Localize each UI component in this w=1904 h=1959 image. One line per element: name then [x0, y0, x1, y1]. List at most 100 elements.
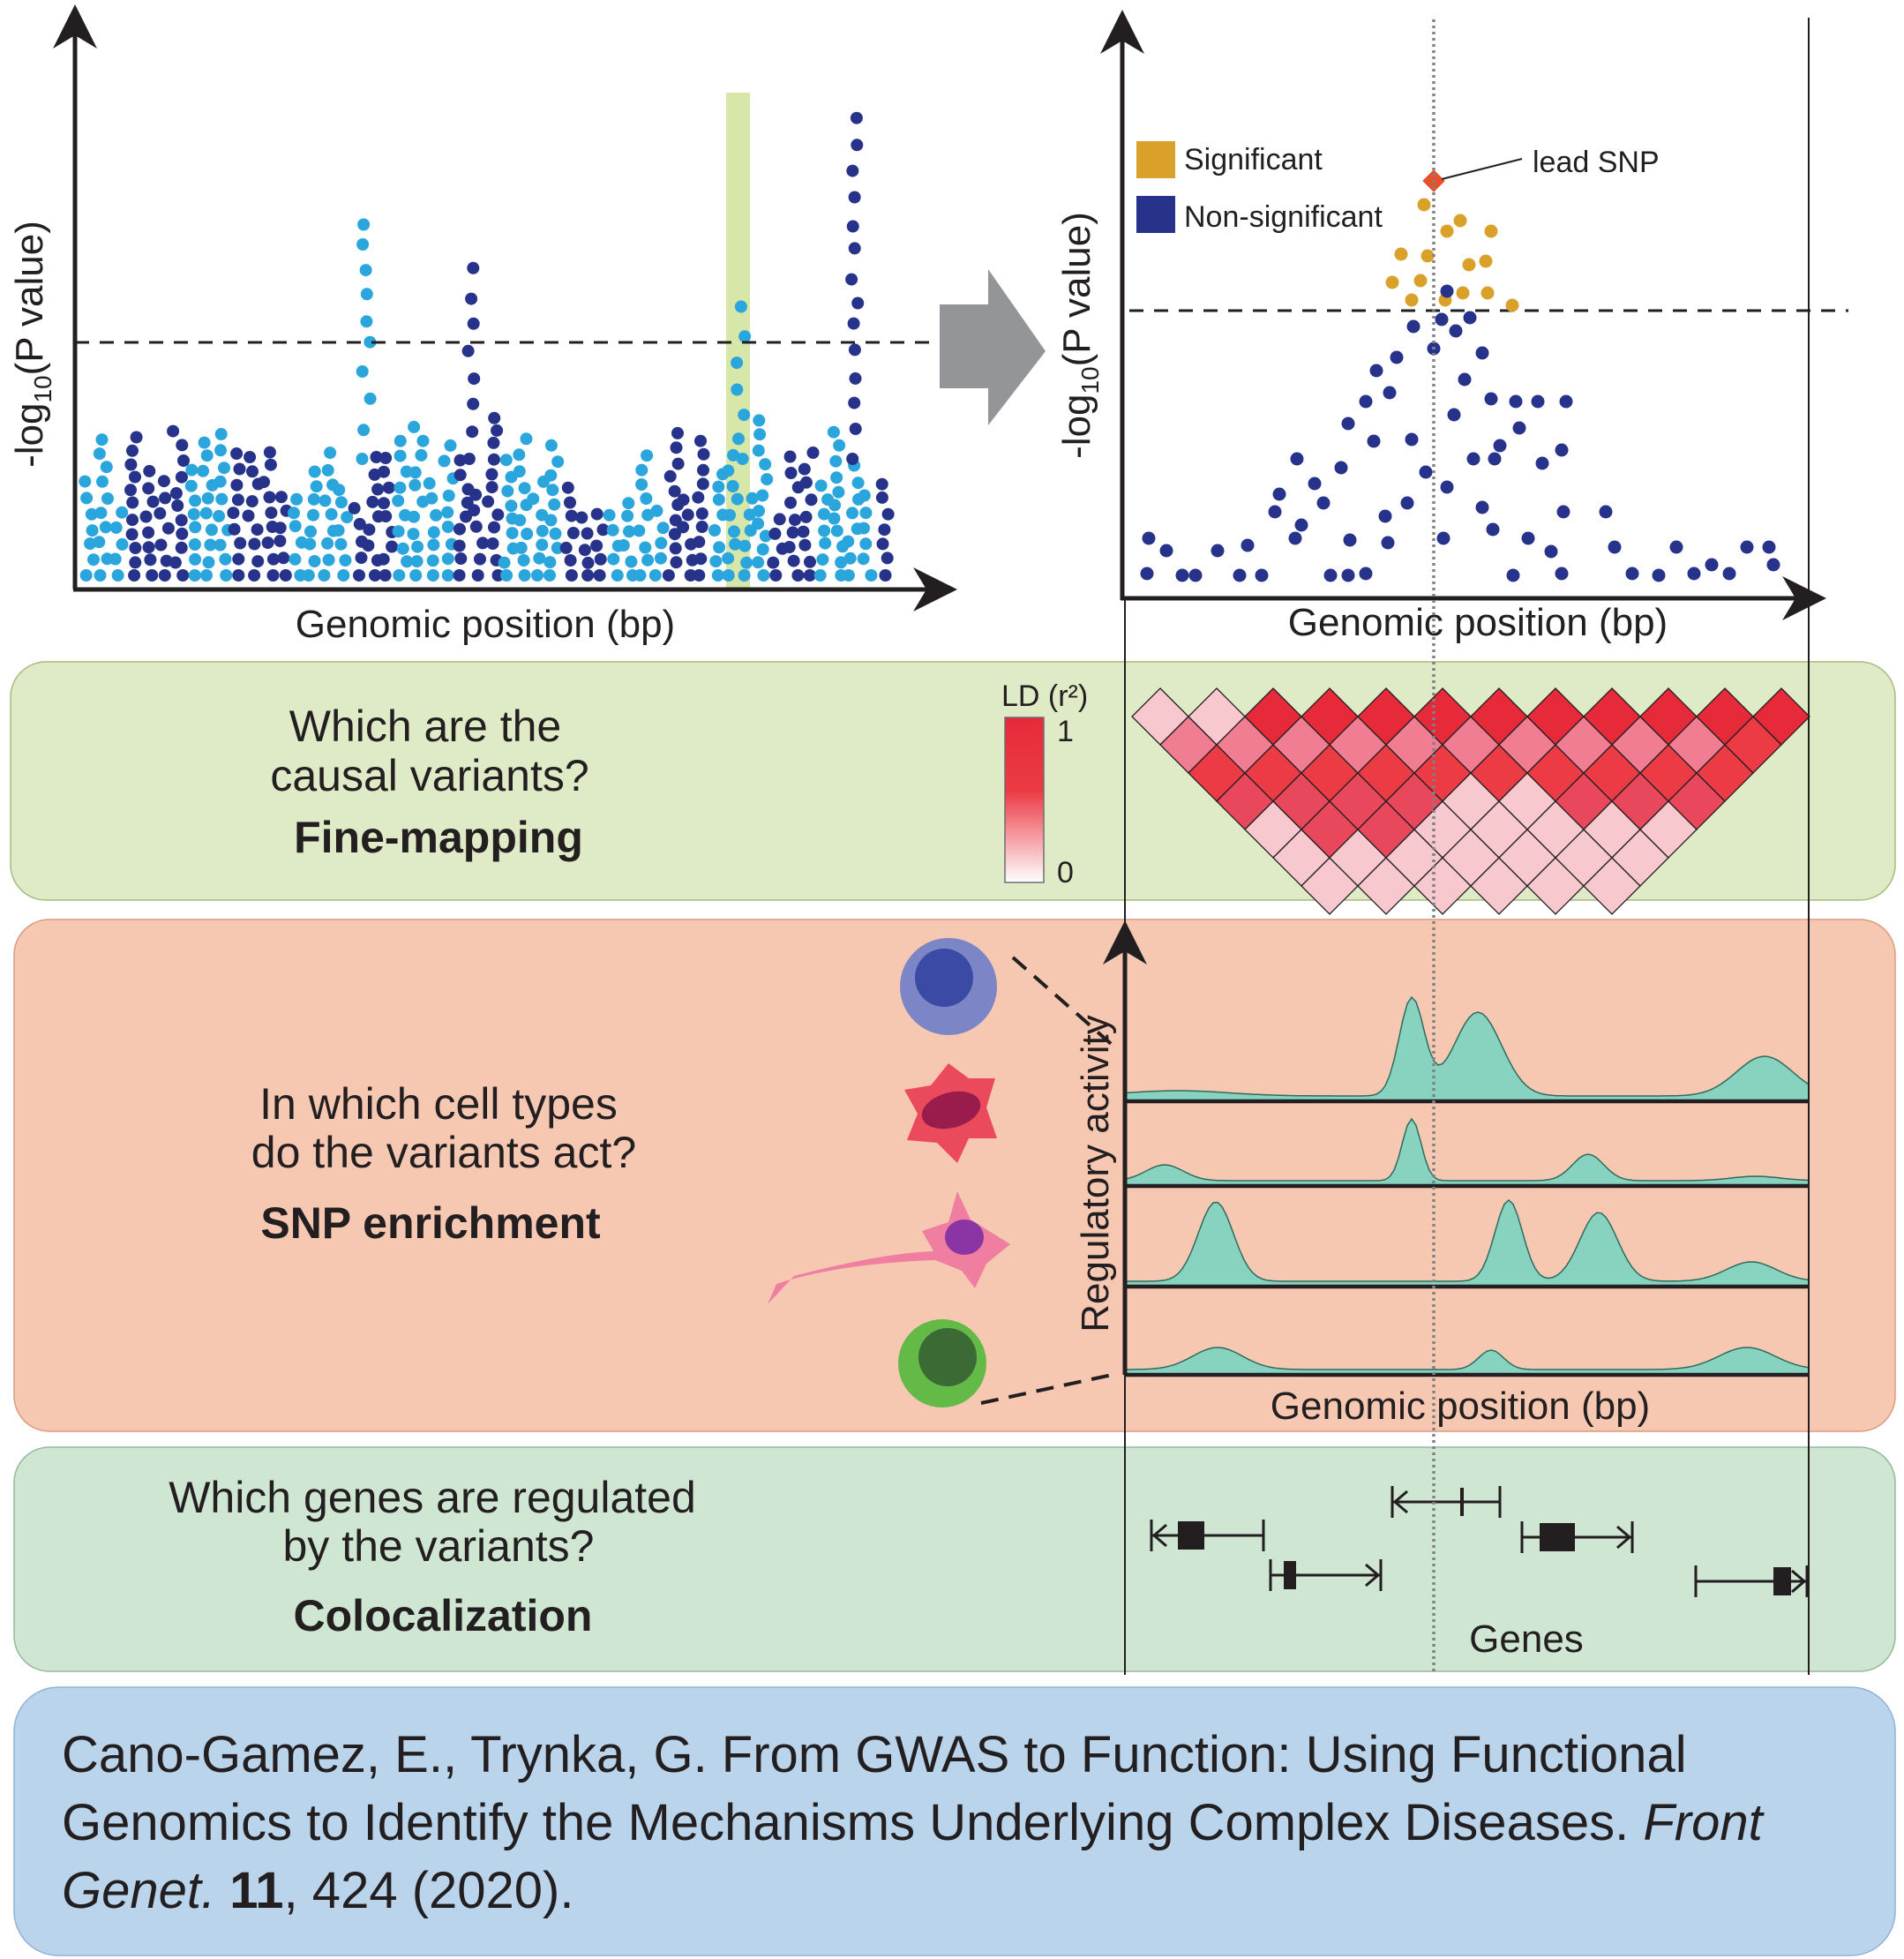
- snp-point: [857, 552, 870, 566]
- snp-point: [394, 449, 407, 462]
- snp-point: [175, 514, 188, 527]
- snp-point-peak: [734, 300, 747, 313]
- snp-point: [818, 524, 831, 537]
- snp-point: [251, 523, 264, 537]
- snp-point: [769, 569, 783, 582]
- snp-point: [520, 432, 533, 446]
- snp-point: [566, 527, 580, 539]
- snp-point: [835, 556, 848, 569]
- snp-point: [441, 521, 454, 533]
- snp-point: [124, 458, 138, 471]
- ld-cell: [1752, 687, 1810, 746]
- ld-scale-title: LD (r²): [1001, 679, 1088, 713]
- snp-point: [454, 469, 467, 482]
- snp-point: [200, 449, 214, 462]
- significant-snp: [1385, 275, 1399, 289]
- snp-point: [536, 538, 549, 552]
- zoom-plot: lead SNP Significant Non-significant -lo…: [1055, 10, 1848, 644]
- snp-point: [157, 475, 170, 488]
- snp-point: [161, 522, 175, 535]
- significant-snp: [1394, 247, 1408, 261]
- snp-point: [279, 569, 292, 582]
- snp-point: [635, 463, 648, 477]
- snp-point: [251, 555, 265, 568]
- gene-models: [1150, 1486, 1809, 1597]
- nonsignificant-snp: [1341, 568, 1355, 582]
- snp-point: [876, 537, 889, 551]
- snp-point: [258, 476, 270, 489]
- fine-mapping-section: Which are the causal variants? Fine-mapp…: [270, 679, 1810, 915]
- nonsignificant-snp: [1766, 558, 1780, 572]
- snp-point: [596, 523, 610, 537]
- snp-point: [444, 439, 457, 452]
- nonsignificant-snp: [1652, 568, 1666, 582]
- snp-point: [625, 555, 638, 568]
- snp-point: [784, 467, 798, 479]
- snp-point: [617, 539, 630, 552]
- nonsignificant-snp: [1211, 544, 1225, 558]
- snp-point: [842, 535, 855, 548]
- snp-point: [263, 491, 276, 504]
- snp-point: [369, 569, 381, 582]
- enrichment-section: In which cell types do the variants act?…: [251, 920, 1810, 1428]
- snp-point: [728, 525, 740, 538]
- snp-point: [578, 544, 591, 557]
- snp-point: [543, 569, 556, 582]
- snp-point: [806, 447, 820, 459]
- snp-point: [768, 527, 782, 540]
- snp-point: [348, 501, 361, 514]
- snp-point: [321, 463, 334, 477]
- snp-point: [408, 420, 421, 433]
- nonsignificant-snp: [1484, 392, 1498, 406]
- snp-point: [322, 553, 335, 567]
- manhattan-plot: -log10(P value) Genomic position (bp): [8, 4, 957, 646]
- snp-point: [227, 507, 240, 520]
- snp-point: [289, 520, 302, 533]
- snp-point: [708, 524, 721, 537]
- snp-point: [130, 431, 143, 444]
- nonsignificant-snp: [1475, 500, 1489, 514]
- significant-snp: [1480, 286, 1495, 300]
- snp-point: [93, 536, 106, 549]
- snp-point: [846, 507, 858, 520]
- snp-point: [513, 448, 526, 462]
- snp-point: [188, 569, 201, 582]
- snp-point: [213, 509, 226, 522]
- snp-point: [759, 529, 772, 543]
- snp-point: [663, 469, 677, 483]
- snp-point: [671, 457, 685, 470]
- snp-point: [621, 509, 634, 522]
- citation-panel: [13, 1686, 1896, 1956]
- nonsignificant-snp: [1159, 544, 1173, 558]
- snp-point: [200, 569, 213, 582]
- snp-point: [549, 527, 562, 540]
- manhattan-points: [79, 111, 895, 582]
- snp-point: [175, 541, 188, 554]
- snp-point: [533, 552, 546, 565]
- snp-point: [96, 475, 109, 488]
- snp-point: [761, 473, 774, 486]
- nonsignificant-snp: [1343, 533, 1357, 547]
- snp-point: [176, 439, 189, 452]
- snp-point: [581, 569, 595, 582]
- snp-point: [487, 453, 500, 466]
- snp-point: [544, 439, 558, 452]
- snp-point-peak: [846, 220, 859, 233]
- regulatory-y-label: Regulatory activity: [1074, 1015, 1117, 1332]
- snp-point: [671, 426, 684, 439]
- snp-point: [753, 414, 766, 427]
- snp-point: [881, 507, 895, 521]
- snp-point-peak: [359, 264, 372, 277]
- citation-authors-title: Cano-Gamez, E., Trynka, G. From GWAS to …: [62, 1726, 1687, 1851]
- significant-snp: [1484, 224, 1498, 238]
- nonsignificant-snp: [1463, 311, 1477, 325]
- snp-point: [423, 477, 436, 490]
- snp-point: [199, 507, 213, 520]
- snp-point: [641, 449, 654, 462]
- nonsignificant-snp: [1294, 518, 1308, 532]
- fine-mapping-question-line2: causal variants?: [270, 751, 588, 800]
- snp-point: [544, 469, 558, 482]
- nonsignificant-snp: [1531, 394, 1545, 409]
- nonsignificant-snp: [1555, 567, 1569, 581]
- snp-point: [816, 553, 829, 567]
